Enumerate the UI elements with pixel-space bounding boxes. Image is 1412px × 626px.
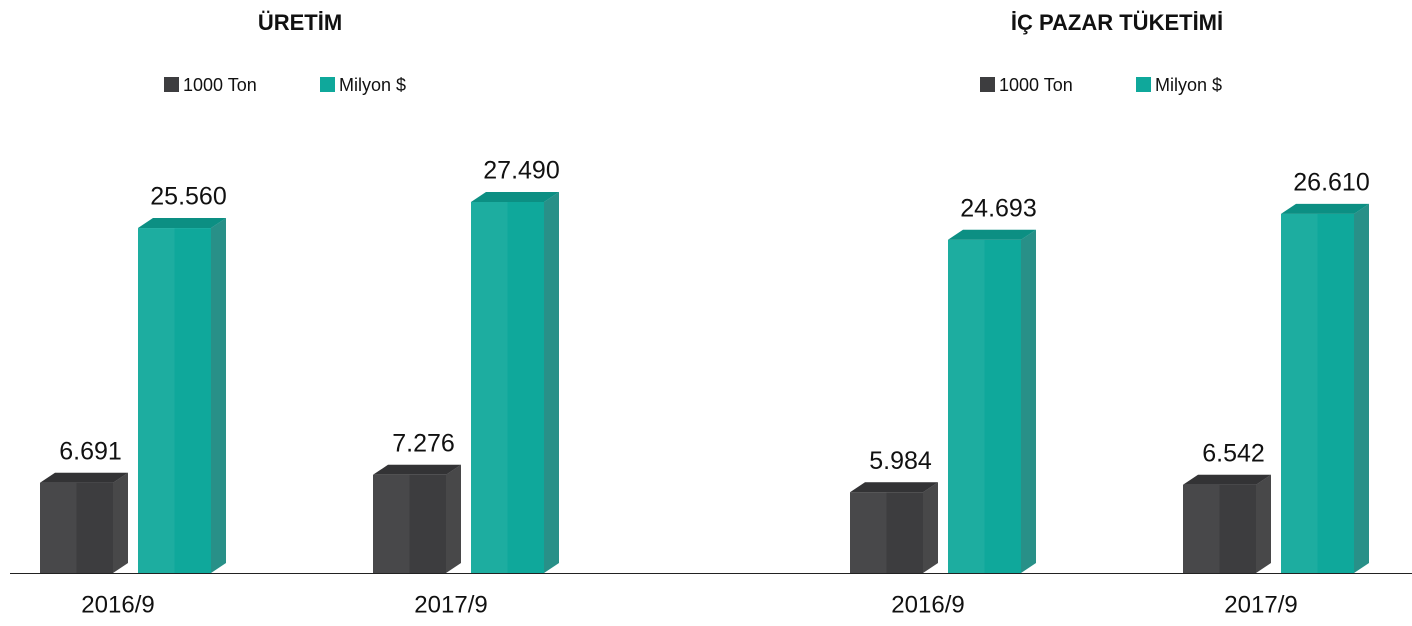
bar-side xyxy=(211,218,226,573)
bar-side-shade xyxy=(923,482,938,573)
bar-top xyxy=(948,229,1036,240)
bar-top-shade xyxy=(1281,203,1369,214)
value-label: 7.276 xyxy=(392,429,455,457)
bar xyxy=(1281,213,1354,573)
bar xyxy=(1183,484,1256,573)
value-label: 6.542 xyxy=(1202,439,1265,467)
value-label: 25.560 xyxy=(150,183,226,211)
value-label: 26.610 xyxy=(1293,168,1369,196)
value-label: 24.693 xyxy=(960,194,1036,222)
legend-label: 1000 Ton xyxy=(183,75,257,95)
bar-side-shade xyxy=(1256,474,1271,573)
bar-sheen xyxy=(948,239,985,573)
bar-top xyxy=(471,192,559,202)
bar-sheen xyxy=(1281,213,1318,573)
value-label: 5.984 xyxy=(869,447,932,475)
x-tick-label: 2017/9 xyxy=(414,591,487,618)
bar-side-shade xyxy=(544,192,559,573)
legend-swatch xyxy=(320,77,335,92)
bar-top xyxy=(1281,203,1369,214)
bar-top-shade xyxy=(471,192,559,202)
bar-top-shade xyxy=(850,482,938,493)
bar xyxy=(471,202,544,573)
bar-top-shade xyxy=(40,472,128,483)
bar xyxy=(40,482,113,573)
legend-swatch xyxy=(980,77,995,92)
bar xyxy=(373,474,446,573)
bar-top-shade xyxy=(948,229,1036,240)
x-tick-label: 2016/9 xyxy=(891,591,964,618)
bar-sheen xyxy=(471,202,508,573)
legend-swatch xyxy=(164,77,179,92)
bar-top-shade xyxy=(373,464,461,475)
bar-sheen xyxy=(373,474,410,573)
bar-side-shade xyxy=(211,218,226,573)
bar-top xyxy=(1183,474,1271,485)
legend-label: 1000 Ton xyxy=(999,75,1073,95)
bar xyxy=(948,239,1021,573)
bar-sheen xyxy=(1183,484,1220,573)
chart-title: İÇ PAZAR TÜKETİMİ xyxy=(1011,10,1223,35)
bar-side xyxy=(923,482,938,573)
bar-side-shade xyxy=(1021,229,1036,573)
value-label: 27.490 xyxy=(483,157,559,185)
legend-label: Milyon $ xyxy=(339,75,406,95)
bar xyxy=(138,228,211,573)
chart-title: ÜRETİM xyxy=(258,10,342,35)
bar-side xyxy=(1021,229,1036,573)
bar-sheen xyxy=(40,482,77,573)
bar-top-shade xyxy=(138,218,226,229)
bar-top xyxy=(138,218,226,229)
x-tick-label: 2016/9 xyxy=(81,591,154,618)
value-label: 6.691 xyxy=(59,437,122,465)
bar-top-shade xyxy=(1183,474,1271,485)
legend-swatch xyxy=(1136,77,1151,92)
bar-side xyxy=(1354,203,1369,573)
bar-top xyxy=(40,472,128,483)
x-tick-label: 2017/9 xyxy=(1224,591,1297,618)
bar-side-shade xyxy=(1354,203,1369,573)
bar-sheen xyxy=(850,492,887,573)
bar-side xyxy=(446,464,461,573)
bar-side-shade xyxy=(446,464,461,573)
bar-side xyxy=(1256,474,1271,573)
bar-side xyxy=(113,472,128,573)
bar-top xyxy=(373,464,461,475)
bar-top xyxy=(850,482,938,493)
bar-side xyxy=(544,192,559,573)
bar-sheen xyxy=(138,228,175,573)
legend-label: Milyon $ xyxy=(1155,75,1222,95)
bar-side-shade xyxy=(113,472,128,573)
bar xyxy=(850,492,923,573)
